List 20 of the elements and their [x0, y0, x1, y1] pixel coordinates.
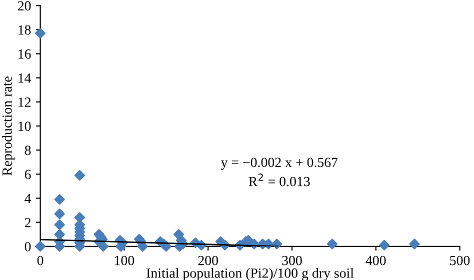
y-tick-label: 10 — [18, 122, 31, 131]
y-tick-label: 18 — [18, 25, 31, 35]
y-tick-label: 4 — [24, 194, 32, 204]
y-axis-title: Reproduction rate — [2, 76, 15, 176]
annotation: y = −0.002 x + 0.567 — [220, 158, 338, 170]
y-tick-label: 8 — [24, 146, 31, 156]
y-tick-label: 16 — [18, 49, 31, 59]
x-tick-label: 300 — [282, 256, 302, 266]
y-tick-label: 12 — [18, 98, 30, 107]
x-tick-label: 0 — [37, 256, 44, 266]
x-tick-label: 500 — [450, 256, 470, 266]
x-tick-label: 100 — [114, 256, 134, 266]
y-tick-label: 0 — [24, 242, 31, 252]
y-tick-label: 6 — [24, 170, 31, 180]
y-tick-label: 14 — [18, 73, 32, 83]
y-tick-label: 2 — [24, 218, 30, 228]
annotation: R$^{2}$ = 0.013 — [248, 174, 310, 186]
y-tick-label: 20 — [18, 1, 31, 11]
x-tick-label: 400 — [366, 256, 386, 266]
x-tick-label: 200 — [198, 256, 218, 266]
